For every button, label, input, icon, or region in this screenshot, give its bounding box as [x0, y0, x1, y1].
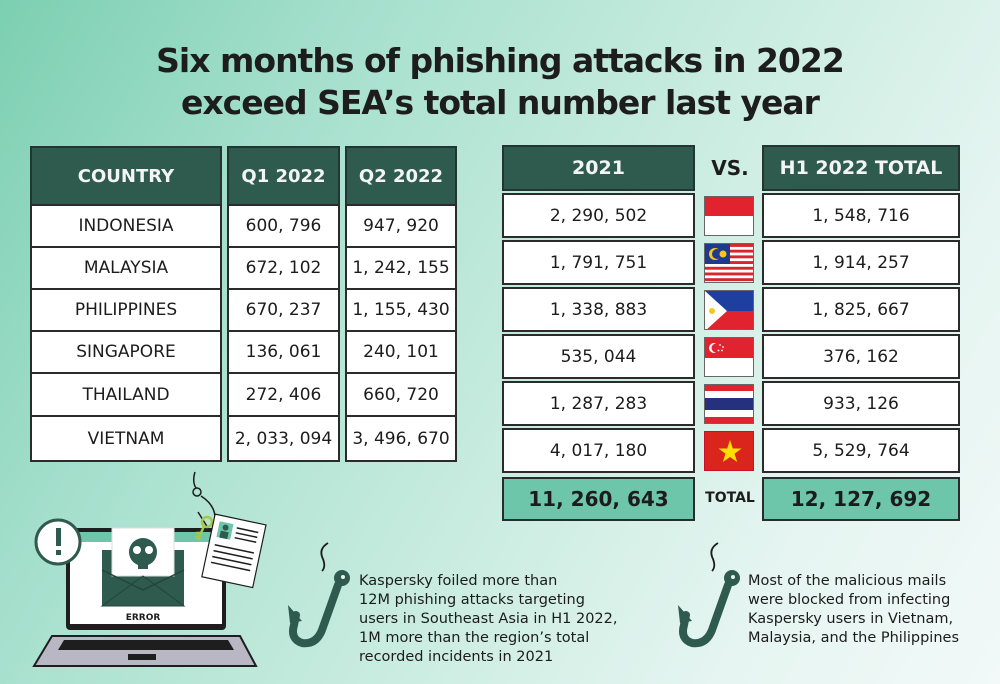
q1-cell: 600, 796 [227, 204, 340, 248]
malaysia-flag [704, 243, 754, 283]
note-line: Kaspersky users in Vietnam, [748, 611, 954, 627]
svg-text:ERROR: ERROR [126, 613, 161, 623]
header-q1: Q1 2022 [227, 146, 340, 206]
note-line: Malaysia, and the Philippines [748, 630, 959, 646]
fish-hook-icon [278, 535, 358, 655]
note-line: recorded incidents in 2021 [359, 649, 554, 665]
vs-label: VS. [711, 156, 749, 180]
country-cell: VIETNAM [30, 415, 222, 462]
value-2021-cell: 1, 791, 751 [502, 240, 695, 285]
country-cell: SINGAPORE [30, 330, 222, 374]
q2-cell: 660, 720 [345, 372, 457, 417]
q1-cell: 672, 102 [227, 246, 340, 290]
q1-cell: 136, 061 [227, 330, 340, 374]
value-h1-cell: 1, 914, 257 [762, 240, 960, 285]
q2-cell: 1, 155, 430 [345, 288, 457, 332]
header-2021: 2021 [502, 145, 695, 191]
q2-cell: 1, 242, 155 [345, 246, 457, 290]
phishing-laptop-illustration: ERROR [0, 470, 270, 684]
note-line: users in Southeast Asia in H1 2022, [359, 611, 618, 627]
q1-cell: 670, 237 [227, 288, 340, 332]
singapore-flag [704, 337, 754, 377]
q2-cell: 240, 101 [345, 330, 457, 374]
thailand-flag [704, 384, 754, 424]
country-cell: MALAYSIA [30, 246, 222, 290]
q2-cell: 947, 920 [345, 204, 457, 248]
header-q2: Q2 2022 [345, 146, 457, 206]
vietnam-flag [704, 431, 754, 471]
note-line: 1M more than the region’s total [359, 630, 590, 646]
note-line: 12M phishing attacks targeting [359, 592, 585, 608]
note-line: Kaspersky foiled more than [359, 573, 558, 589]
value-h1-cell: 376, 162 [762, 334, 960, 379]
value-2021-cell: 2, 290, 502 [502, 193, 695, 238]
indonesia-flag [704, 196, 754, 236]
q2-cell: 3, 496, 670 [345, 415, 457, 462]
page-title: Six months of phishing attacks in 2022 e… [0, 40, 1000, 124]
country-cell: PHILIPPINES [30, 288, 222, 332]
title-line-2: exceed SEA’s total number last year [181, 83, 820, 122]
value-2021-cell: 535, 044 [502, 334, 695, 379]
value-2021-cell: 1, 338, 883 [502, 287, 695, 332]
fish-hook-icon [668, 535, 748, 655]
note-line: were blocked from infecting [748, 592, 951, 608]
note-kaspersky-foiled: Kaspersky foiled more than 12M phishing … [359, 572, 659, 667]
value-2021-cell: 4, 017, 180 [502, 428, 695, 473]
note-line: Most of the malicious mails [748, 573, 947, 589]
header-country: COUNTRY [30, 146, 222, 206]
value-2021-cell: 1, 287, 283 [502, 381, 695, 426]
title-line-1: Six months of phishing attacks in 2022 [156, 41, 845, 80]
country-cell: THAILAND [30, 372, 222, 417]
q1-cell: 272, 406 [227, 372, 340, 417]
value-h1-cell: 1, 825, 667 [762, 287, 960, 332]
total-h1-cell: 12, 127, 692 [762, 477, 960, 521]
value-h1-cell: 5, 529, 764 [762, 428, 960, 473]
philippines-flag [704, 290, 754, 330]
country-cell: INDONESIA [30, 204, 222, 248]
header-h1-2022-total: H1 2022 TOTAL [762, 145, 960, 191]
note-malicious-mails: Most of the malicious mails were blocked… [748, 572, 998, 648]
value-h1-cell: 1, 548, 716 [762, 193, 960, 238]
q1-cell: 2, 033, 094 [227, 415, 340, 462]
total-label: TOTAL [705, 490, 755, 506]
total-2021-cell: 11, 260, 643 [502, 477, 695, 521]
value-h1-cell: 933, 126 [762, 381, 960, 426]
